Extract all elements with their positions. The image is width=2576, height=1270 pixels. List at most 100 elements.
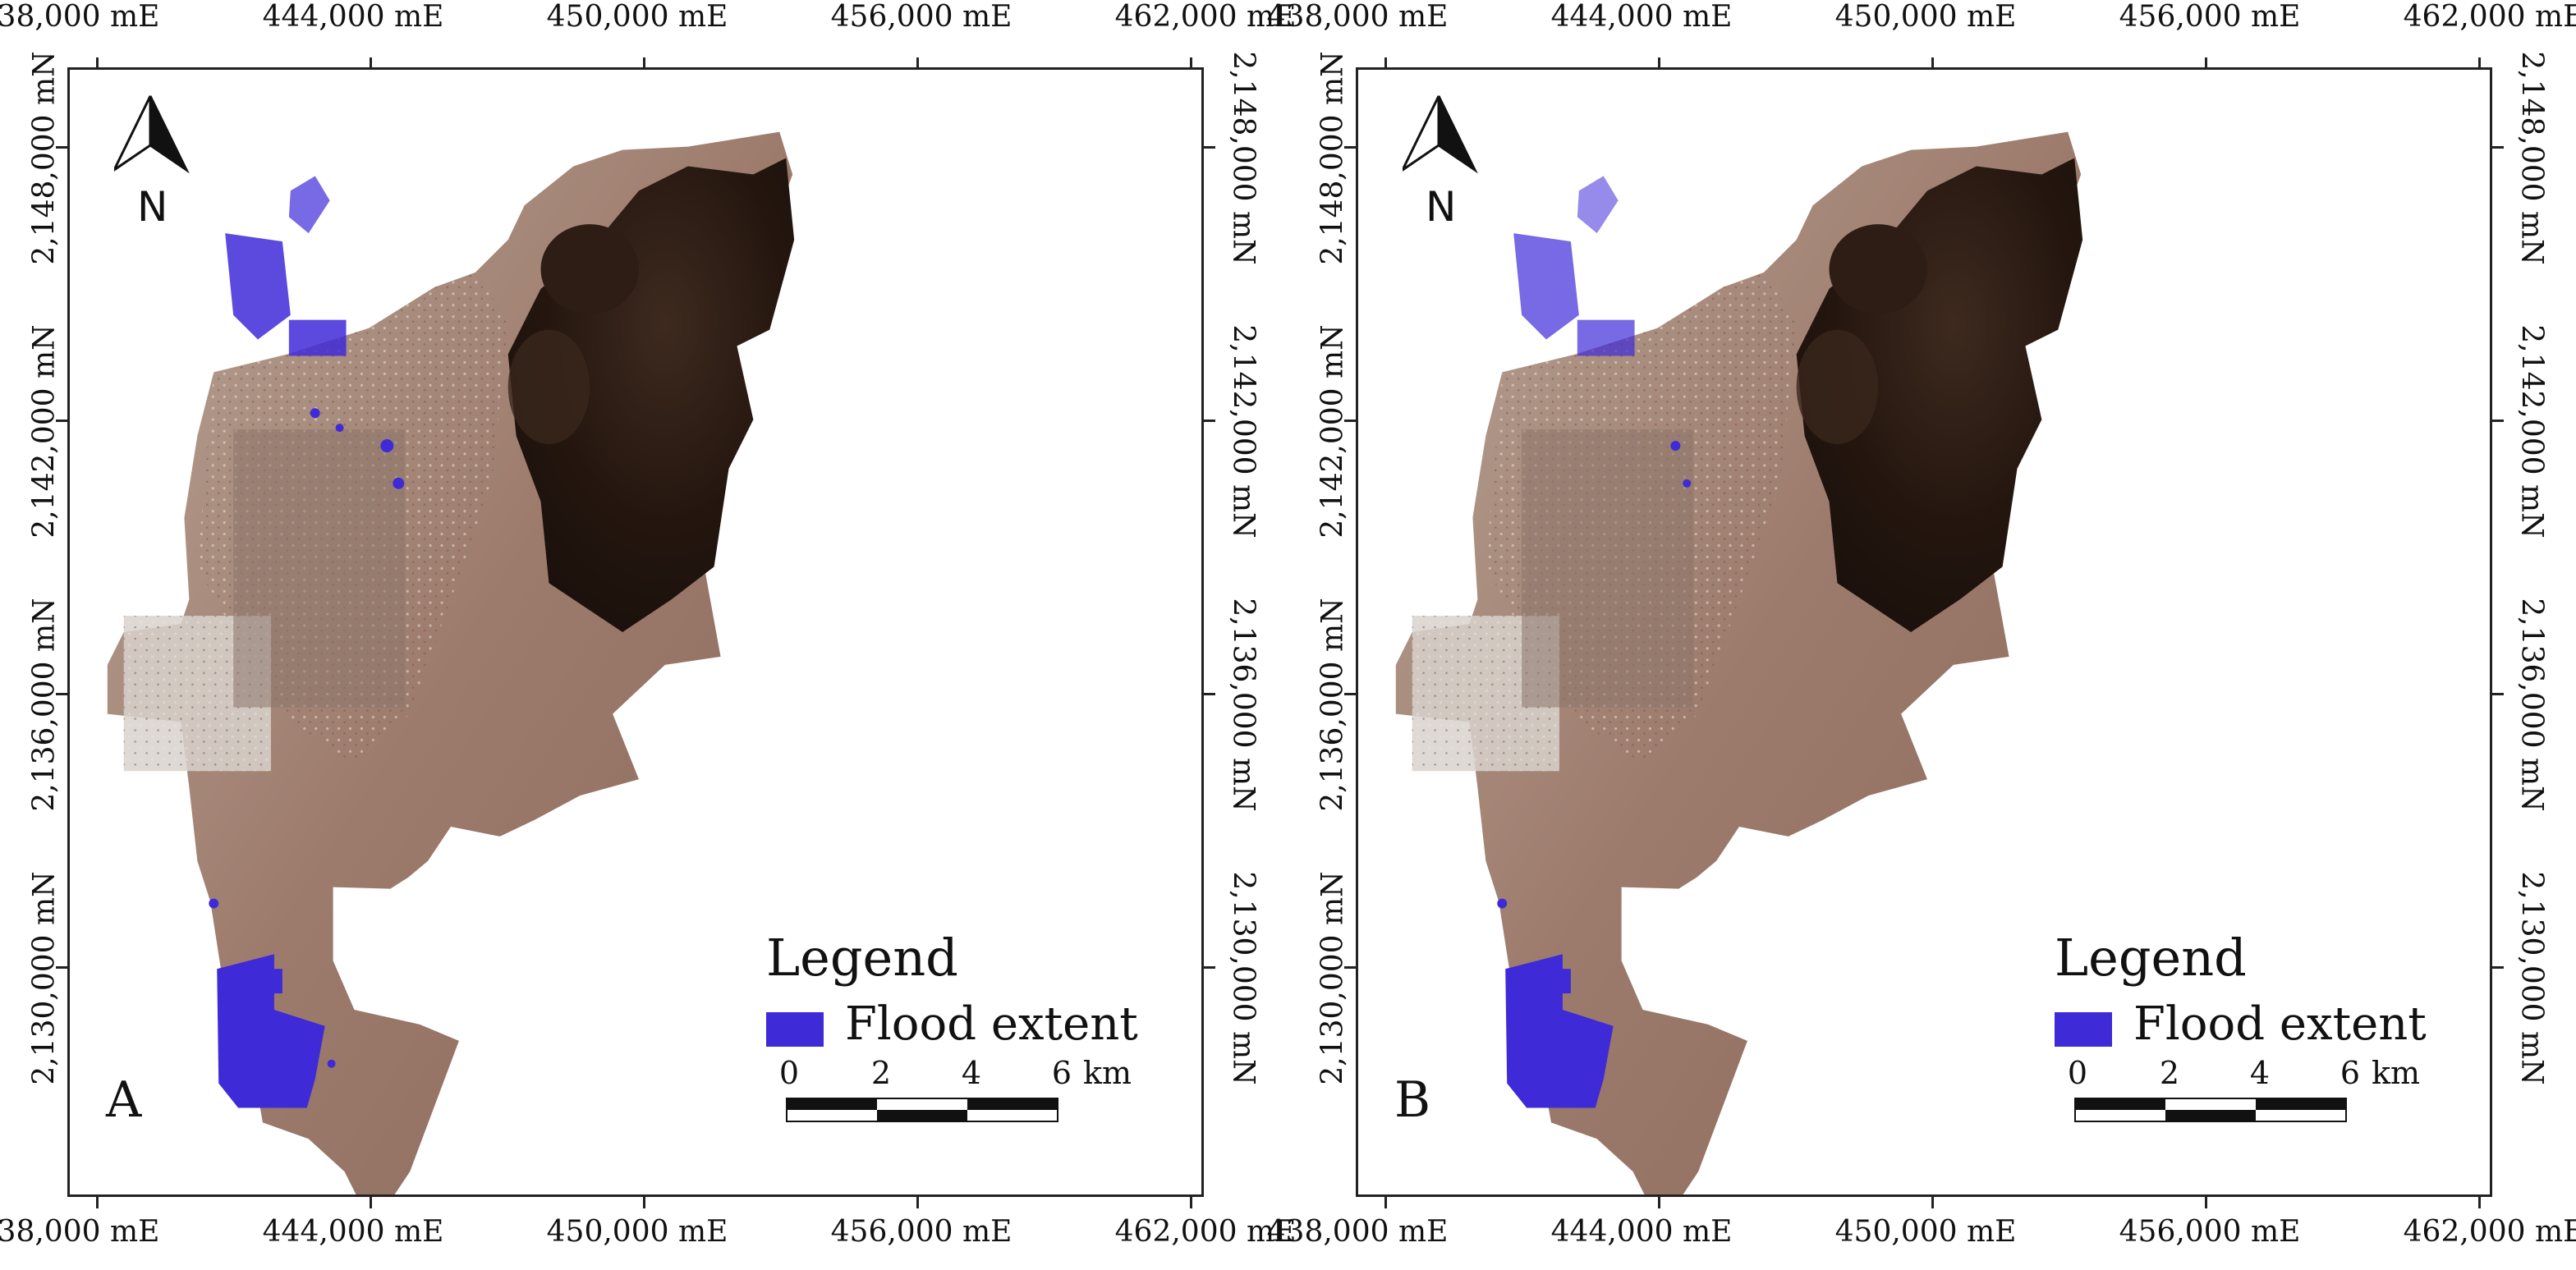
x-axis-label-bottom: 462,000 mE xyxy=(1114,1215,1297,1249)
x-axis-label-bottom: 456,000 mE xyxy=(830,1215,1012,1249)
scale-label: 6 xyxy=(1051,1055,1072,1091)
y-tick xyxy=(56,966,67,969)
y-axis-label-left: 2,148,000 mN xyxy=(1316,51,1350,265)
scale-label: 0 xyxy=(2067,1055,2088,1091)
y-tick xyxy=(1204,693,1215,695)
panel-letter: A xyxy=(106,1071,142,1129)
y-tick xyxy=(1204,966,1215,969)
legend-swatch-flood xyxy=(766,1012,824,1047)
x-axis-label-top: 438,000 mE xyxy=(1266,0,1449,34)
north-arrow-icon xyxy=(1403,95,1478,174)
y-axis-label-right: 2,136,000 mN xyxy=(1226,598,1260,812)
y-axis-label-right: 2,130,000 mN xyxy=(2514,871,2549,1085)
y-axis-label-left: 2,130,000 mN xyxy=(27,871,62,1085)
legend-swatch-flood xyxy=(2055,1012,2112,1047)
x-axis-label-bottom: 438,000 mE xyxy=(1266,1215,1449,1249)
y-tick xyxy=(1204,420,1215,422)
x-axis-label-bottom: 462,000 mE xyxy=(2403,1215,2576,1249)
y-tick xyxy=(2492,420,2504,422)
scale-label: 2 xyxy=(2159,1055,2180,1091)
x-axis-label-top: 456,000 mE xyxy=(2119,0,2301,34)
x-axis-label-top: 462,000 mE xyxy=(2403,0,2576,34)
y-axis-label-right: 2,142,000 mN xyxy=(1226,324,1260,539)
x-tick xyxy=(643,57,645,69)
y-axis-label-right: 2,148,000 mN xyxy=(1226,51,1260,265)
x-tick xyxy=(1384,57,1387,69)
x-axis-label-top: 462,000 mE xyxy=(1114,0,1297,34)
x-tick xyxy=(1190,1197,1192,1208)
y-tick xyxy=(2492,966,2504,969)
y-tick xyxy=(56,146,67,149)
x-axis-label-top: 450,000 mE xyxy=(1834,0,2017,34)
y-tick xyxy=(1344,420,1356,422)
x-tick xyxy=(370,57,372,69)
scale-label: 4 xyxy=(2249,1055,2271,1091)
x-tick xyxy=(2478,57,2481,69)
x-axis-label-bottom: 438,000 mE xyxy=(0,1215,160,1249)
y-tick xyxy=(1344,966,1356,969)
x-tick xyxy=(916,1197,919,1208)
y-tick xyxy=(56,693,67,695)
north-arrow-icon xyxy=(114,95,190,174)
y-tick xyxy=(1344,693,1356,695)
panel-letter: B xyxy=(1394,1071,1431,1129)
map-frame: N B Legend Flood extent 0 2 4 6 km xyxy=(1356,67,2492,1197)
scale-bar-graphic xyxy=(2074,1098,2347,1122)
legend-title: Legend xyxy=(2055,928,2247,988)
x-tick xyxy=(2205,57,2207,69)
y-axis-label-right: 2,148,000 mN xyxy=(2514,51,2549,265)
y-axis-label-left: 2,130,000 mN xyxy=(1316,871,1350,1085)
map-panel-b: 438,000 mE 444,000 mE 450,000 mE 456,000… xyxy=(1267,0,2576,1270)
y-axis-label-left: 2,142,000 mN xyxy=(27,324,62,539)
scale-unit: km xyxy=(2372,1055,2421,1091)
y-tick xyxy=(1344,146,1356,149)
x-tick xyxy=(2478,1197,2481,1208)
x-tick xyxy=(1658,57,1660,69)
y-axis-label-left: 2,136,000 mN xyxy=(27,598,62,812)
x-tick xyxy=(1931,57,1934,69)
scale-label: 2 xyxy=(870,1055,892,1091)
y-tick xyxy=(56,420,67,422)
x-axis-label-top: 438,000 mE xyxy=(0,0,160,34)
x-axis-label-bottom: 444,000 mE xyxy=(262,1215,444,1249)
map-panel-a: 438,000 mE 444,000 mE 450,000 mE 456,000… xyxy=(0,0,1296,1249)
scale-label: 4 xyxy=(961,1055,982,1091)
y-tick xyxy=(2492,146,2504,149)
x-axis-label-bottom: 450,000 mE xyxy=(1834,1215,2017,1249)
x-axis-label-top: 444,000 mE xyxy=(262,0,444,34)
scale-unit: km xyxy=(1083,1055,1132,1091)
y-axis-label-right: 2,136,000 mN xyxy=(2514,598,2549,812)
y-axis-label-left: 2,142,000 mN xyxy=(1316,324,1350,539)
x-tick xyxy=(1931,1197,1934,1208)
legend-label-flood: Flood extent xyxy=(2133,997,2427,1051)
y-axis-label-right: 2,142,000 mN xyxy=(2514,324,2549,539)
scale-bar-graphic xyxy=(786,1098,1058,1122)
x-tick xyxy=(2205,1197,2207,1208)
scale-label: 6 xyxy=(2340,1055,2361,1091)
x-tick xyxy=(1190,57,1192,69)
north-arrow-label: N xyxy=(1426,183,1457,231)
legend-label-flood: Flood extent xyxy=(845,997,1138,1051)
x-tick xyxy=(916,57,919,69)
map-frame: N A Legend Flood extent 0 2 4 6 km xyxy=(67,67,1204,1197)
satellite-image xyxy=(107,131,795,1194)
x-axis-label-bottom: 456,000 mE xyxy=(2119,1215,2301,1249)
x-tick xyxy=(1658,1197,1660,1208)
x-axis-label-top: 450,000 mE xyxy=(546,0,728,34)
north-arrow-label: N xyxy=(137,183,168,231)
x-axis-label-bottom: 444,000 mE xyxy=(1550,1215,1733,1249)
scale-label: 0 xyxy=(778,1055,800,1091)
satellite-image xyxy=(1395,131,2083,1194)
y-axis-label-left: 2,148,000 mN xyxy=(27,51,62,265)
x-tick xyxy=(96,57,99,69)
x-axis-label-bottom: 450,000 mE xyxy=(546,1215,728,1249)
y-tick xyxy=(2492,693,2504,695)
x-axis-label-top: 456,000 mE xyxy=(830,0,1012,34)
x-tick xyxy=(96,1197,99,1208)
y-axis-label-left: 2,136,000 mN xyxy=(1316,598,1350,812)
y-tick xyxy=(1204,146,1215,149)
x-tick xyxy=(643,1197,645,1208)
x-tick xyxy=(370,1197,372,1208)
legend-title: Legend xyxy=(766,928,958,988)
x-axis-label-top: 444,000 mE xyxy=(1550,0,1733,34)
